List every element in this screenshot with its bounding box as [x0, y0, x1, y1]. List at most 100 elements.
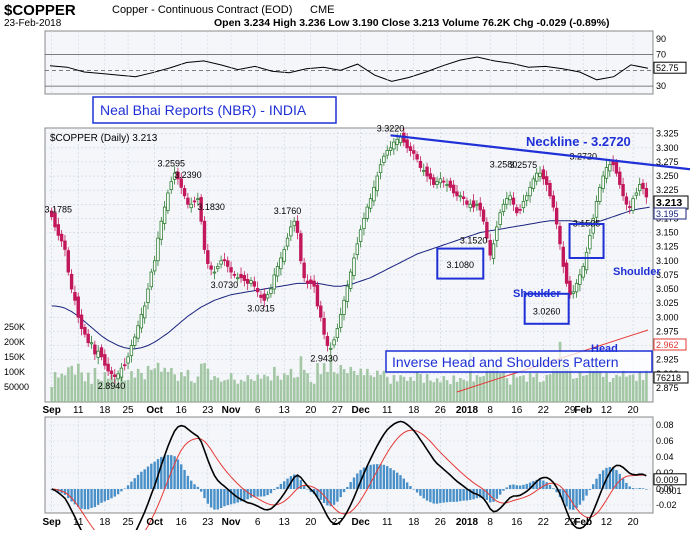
- price-annotation: 3.2580: [490, 160, 518, 170]
- volume-bar: [505, 378, 509, 402]
- candle-layer: [49, 128, 649, 384]
- macd-histogram-bar: [253, 489, 256, 497]
- candle-body: [202, 220, 207, 250]
- macd-histogram-bar: [562, 489, 565, 503]
- candle-body: [245, 279, 250, 284]
- x-tick-label-bottom: 23: [202, 517, 214, 528]
- volume-bar: [120, 374, 123, 402]
- candle-body: [192, 200, 197, 203]
- volume-bar: [77, 363, 80, 402]
- macd-histogram-bar: [422, 489, 425, 499]
- candle-body: [541, 169, 546, 180]
- macd-histogram-bar: [113, 489, 116, 497]
- candle-body: [641, 182, 645, 189]
- volume-bar: [352, 370, 356, 402]
- candle-body: [598, 186, 602, 202]
- candle-body: [139, 314, 144, 329]
- volume-bar: [565, 369, 569, 402]
- candle-body: [176, 171, 180, 180]
- volume-bar: [143, 379, 147, 402]
- volume-tag-text: 76218: [656, 373, 681, 383]
- volume-bar: [283, 373, 286, 402]
- volume-bar: [153, 368, 157, 402]
- volume-bar: [621, 370, 625, 402]
- candle-body: [451, 184, 456, 194]
- macd-histogram-bar: [120, 489, 123, 492]
- x-tick-label-bottom: 12: [601, 517, 613, 528]
- price-annotation: 3.0730: [211, 280, 239, 290]
- x-tick-label-bottom: 20: [305, 517, 317, 528]
- candle-body: [544, 176, 549, 185]
- axis-layer: 2.8752.9002.9252.9502.9753.0003.0253.050…: [4, 129, 679, 528]
- volume-bar: [73, 374, 77, 402]
- candle-body: [249, 280, 253, 284]
- price-annotation: 3.2390: [174, 170, 202, 180]
- macd-histogram-bar: [382, 464, 386, 489]
- candle-body: [116, 373, 120, 380]
- x-tick-label: 13: [279, 405, 291, 416]
- volume-bar: [432, 382, 436, 402]
- candle-body: [465, 200, 469, 205]
- volume-bar: [508, 384, 512, 402]
- candle-body: [614, 162, 619, 174]
- candle-body: [159, 220, 163, 240]
- candle-body: [255, 288, 260, 293]
- volume-bar: [376, 370, 379, 402]
- macd-histogram-bar: [392, 470, 396, 489]
- candle-body: [432, 177, 436, 185]
- volume-bar: [462, 379, 466, 402]
- candle-body: [109, 370, 114, 375]
- price-annotation: 3.0260: [533, 307, 561, 317]
- volume-bar: [150, 369, 153, 402]
- candle-body: [69, 273, 74, 290]
- candle-body: [395, 138, 399, 145]
- neckline-label: Neckline - 3.2720: [526, 134, 631, 149]
- macd-histogram-bar: [615, 470, 618, 489]
- x-tick-label-bottom: 29: [564, 517, 576, 528]
- macd-histogram-bar: [482, 489, 485, 499]
- brand-box: [92, 96, 337, 124]
- macd-histogram-bar: [635, 488, 638, 489]
- volume-bar: [528, 373, 532, 402]
- macd-histogram-bar: [508, 484, 512, 489]
- macd-histogram-bar: [349, 482, 352, 489]
- candle-body: [49, 210, 54, 218]
- candle-body: [564, 262, 569, 284]
- candle-body: [621, 184, 625, 197]
- volume-bar: [409, 376, 412, 402]
- candle-body: [372, 186, 376, 202]
- macd-histogram-bar: [548, 484, 552, 489]
- macd-histogram-bar: [455, 489, 459, 502]
- price-tick-label: 3.225: [656, 185, 679, 195]
- price-annotation: 2.8940: [98, 381, 126, 391]
- price-tick-label: 3.325: [656, 129, 679, 139]
- macd-histogram-bar: [352, 477, 356, 489]
- volume-bar: [80, 372, 83, 402]
- volume-bar: [415, 372, 419, 402]
- volume-bar: [618, 376, 622, 402]
- candle-body: [156, 237, 160, 262]
- candle-body: [236, 277, 240, 280]
- candle-body: [289, 226, 293, 237]
- volume-bar: [389, 383, 392, 402]
- price-annotation: 3.1520: [460, 235, 488, 245]
- macd-histogram-bar: [376, 464, 379, 489]
- candle-body: [136, 325, 140, 339]
- x-tick-label-bottom: Nov: [222, 517, 241, 528]
- volume-bar: [279, 379, 283, 402]
- candle-body: [528, 186, 532, 197]
- macd-histogram-bar: [538, 479, 542, 489]
- volume-bar: [176, 380, 180, 402]
- candle-body: [644, 188, 649, 198]
- candle-body: [578, 274, 582, 285]
- volume-bar: [386, 377, 389, 402]
- macd-histogram-bar: [126, 485, 130, 489]
- volume-tag-2-text: 2.962: [656, 340, 679, 350]
- volume-bar: [216, 377, 220, 402]
- macd-histogram-bar: [316, 489, 319, 498]
- volume-bar: [276, 375, 279, 402]
- x-tick-label-bottom: 26: [435, 517, 447, 528]
- price-annotation: 2.9430: [310, 353, 338, 363]
- volume-bar: [116, 382, 120, 402]
- macd-histogram-bar: [515, 485, 518, 489]
